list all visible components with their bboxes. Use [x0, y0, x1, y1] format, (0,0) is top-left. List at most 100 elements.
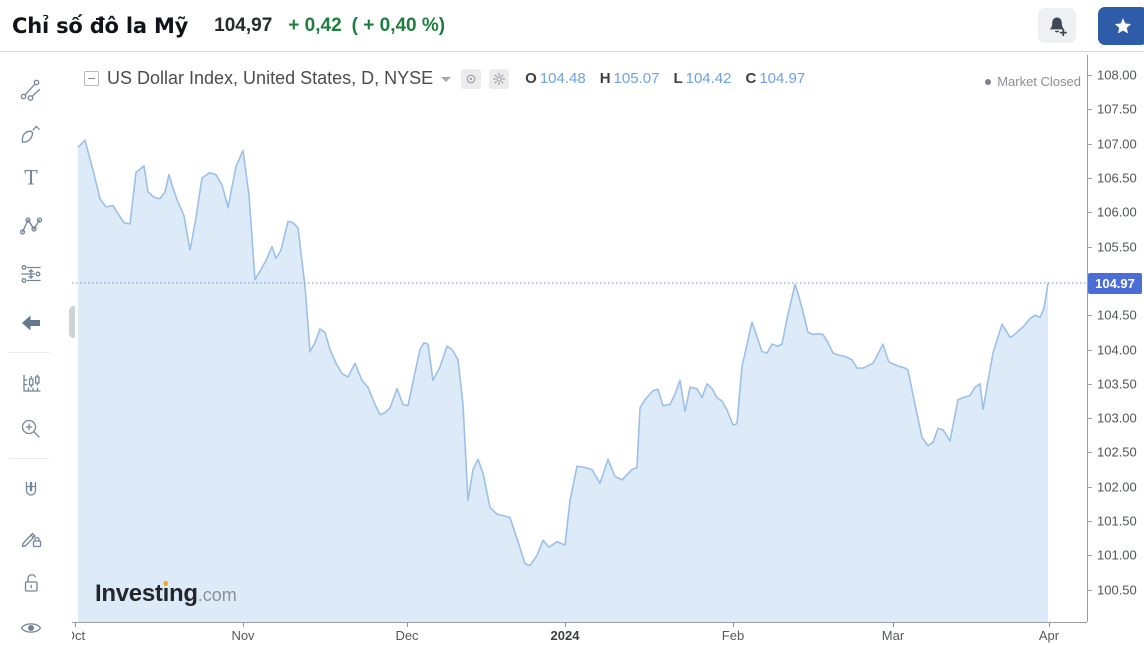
svg-text:T: T: [24, 166, 38, 190]
y-axis-label: 104.50: [1097, 307, 1137, 323]
target-icon: [466, 74, 476, 83]
y-axis-label: 102.50: [1097, 444, 1137, 460]
x-axis-tick: [243, 623, 244, 627]
ohlc-values: O 104.48 H 105.07 L 104.42 C 104.97: [525, 70, 805, 87]
last-price: 104,97: [214, 14, 273, 36]
magnet-tool-button[interactable]: [17, 477, 45, 505]
y-axis-label: 102.00: [1097, 479, 1137, 495]
x-axis-label: Mar: [881, 628, 905, 643]
zoom-in-tool-icon: [21, 419, 40, 438]
symbol-info-button[interactable]: [461, 68, 482, 89]
y-axis-tick: [1088, 521, 1092, 522]
x-axis-tick: [407, 623, 408, 627]
area-fill: [78, 140, 1048, 622]
ohlc-l: L 104.42: [673, 70, 732, 87]
forecast-tool-icon: [21, 265, 41, 283]
y-axis-tick: [1088, 487, 1092, 488]
bell-plus-icon: [1049, 17, 1067, 36]
x-axis-tick: [565, 623, 566, 627]
back-arrow-tool-button[interactable]: [17, 309, 45, 337]
y-axis-tick: [1088, 178, 1092, 179]
hide-drawings-tool-icon: [20, 623, 42, 633]
gear-icon: [493, 72, 506, 85]
trend-line-tool-button[interactable]: [17, 75, 45, 103]
y-axis-label: 107.00: [1097, 136, 1137, 152]
ohlc-c: C 104.97: [745, 70, 806, 87]
x-axis-tick: [893, 623, 894, 627]
y-axis-label: 107.50: [1097, 101, 1137, 117]
chart-legend: US Dollar Index, United States, D, NYSE: [84, 68, 805, 89]
page-title: Chỉ số đô la Mỹ: [12, 13, 189, 38]
y-axis-tick: [1088, 212, 1092, 213]
x-axis-tick: [733, 623, 734, 627]
y-axis-label: 108.00: [1097, 67, 1137, 83]
x-axis-label: Dec: [395, 628, 419, 643]
pattern-tool-icon: [19, 217, 43, 235]
y-axis-label: 106.00: [1097, 204, 1137, 220]
y-axis-label: 100.50: [1097, 582, 1137, 598]
drawing-lock-tool-icon: [21, 532, 42, 548]
x-axis-tick: [1049, 623, 1050, 627]
ohlc-h: H 105.07: [599, 70, 660, 87]
drawing-lock-tool-button[interactable]: [17, 524, 45, 552]
magnet-tool-icon: [25, 481, 37, 496]
chevron-down-icon[interactable]: [441, 77, 452, 82]
y-axis-tick: [1088, 555, 1092, 556]
y-axis-label: 101.50: [1097, 513, 1137, 529]
legend-collapse-button[interactable]: [84, 71, 99, 86]
y-axis-label: 105.50: [1097, 239, 1137, 255]
x-axis-label: Feb: [721, 628, 745, 643]
text-tool-button[interactable]: T: [17, 164, 45, 192]
logo-dot-icon: [163, 581, 169, 586]
y-axis-tick: [1088, 418, 1092, 419]
time-axis[interactable]: Oct Nov Dec 2024 Feb Mar Apr: [72, 622, 1087, 645]
ohlc-o: O 104.48: [525, 70, 586, 87]
text-tool-icon: T: [24, 166, 38, 190]
area-chart: [72, 139, 1087, 622]
star-icon: [1114, 17, 1132, 33]
price-change: + 0,42: [288, 14, 342, 36]
y-axis-tick: [1088, 75, 1092, 76]
pattern-tool-button[interactable]: [17, 211, 45, 239]
toolbar-divider: [9, 352, 49, 353]
add-to-watchlist-button[interactable]: [1098, 6, 1144, 45]
instrument-header: Chỉ số đô la Mỹ 104,97 + 0,42 ( + 0,40 %…: [0, 0, 1144, 52]
x-axis-label: Oct: [72, 628, 86, 643]
investing-logo: Investı ng .com: [95, 580, 237, 607]
toolbar-divider: [9, 458, 49, 459]
price-axis[interactable]: 104.97 108.00 107.50 107.00 106.50 106.00 105…: [1087, 55, 1144, 622]
measure-tool-button[interactable]: [17, 370, 45, 398]
y-axis-tick: [1088, 247, 1092, 248]
logo-suffix: .com: [197, 585, 237, 605]
last-price-badge: 104.97: [1088, 273, 1142, 294]
y-axis-tick: [1088, 452, 1092, 453]
chart-widget: T US Dollar Index, United States, D, NYS…: [0, 52, 1144, 645]
hide-drawings-tool-button[interactable]: [17, 614, 45, 642]
y-axis-tick: [1088, 109, 1092, 110]
y-axis-tick: [1088, 590, 1092, 591]
zoom-in-tool-button[interactable]: [17, 415, 45, 443]
y-axis-label: 104.00: [1097, 342, 1137, 358]
x-axis-tick: [75, 623, 76, 627]
forecast-tool-button[interactable]: [17, 260, 45, 288]
measure-tool-icon: [23, 374, 41, 392]
y-axis-label: 103.00: [1097, 410, 1137, 426]
y-axis-tick: [1088, 350, 1092, 351]
create-alert-button[interactable]: [1038, 8, 1076, 43]
market-status-label: Market Closed: [997, 74, 1081, 89]
brush-tool-button[interactable]: [17, 120, 45, 148]
chart-settings-button[interactable]: [489, 68, 510, 89]
y-axis-label: 106.50: [1097, 170, 1137, 186]
back-arrow-tool-icon: [22, 315, 40, 331]
x-axis-label: Apr: [1038, 628, 1060, 643]
price-line-series: [77, 139, 1049, 567]
symbol-title[interactable]: US Dollar Index, United States, D, NYSE: [107, 68, 434, 88]
y-axis-label: 103.50: [1097, 376, 1137, 392]
price-chart-canvas[interactable]: [72, 55, 1087, 622]
lock-tool-button[interactable]: [17, 569, 45, 597]
y-axis-tick: [1088, 315, 1092, 316]
toolbar-collapse-handle[interactable]: [69, 306, 75, 338]
drawing-toolbar: T: [0, 52, 62, 645]
brush-tool-icon: [21, 125, 40, 143]
